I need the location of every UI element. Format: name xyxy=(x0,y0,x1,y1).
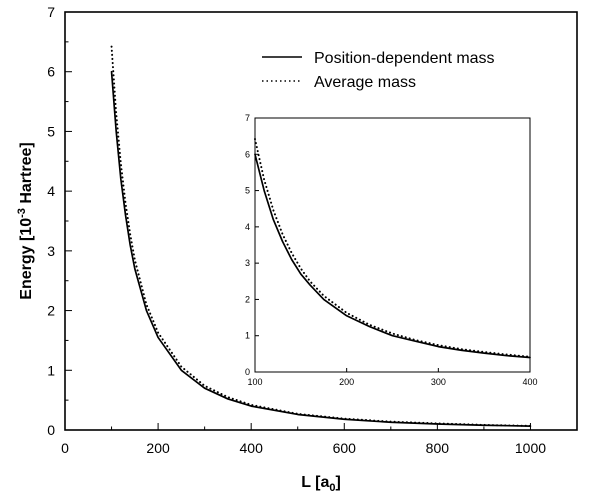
main-y-tick-label: 7 xyxy=(47,4,55,20)
inset-y-tick-label: 3 xyxy=(245,258,250,268)
inset-y-tick-label: 2 xyxy=(245,294,250,304)
main-x-tick-label: 1000 xyxy=(515,440,546,456)
legend-label-position-dependent: Position-dependent mass xyxy=(314,50,495,67)
y-axis-title: Energy [10-3 Hartree] xyxy=(16,142,35,299)
inset-y-tick-label: 1 xyxy=(245,331,250,341)
main-x-tick-label: 400 xyxy=(240,440,264,456)
inset-plot-frame xyxy=(254,117,531,373)
inset-plot: 100 200 300 400 0 1 2 3 4 5 6 7 xyxy=(245,113,538,387)
inset-y-tick-label: 0 xyxy=(245,367,250,377)
inset-series-line-average-mass xyxy=(254,138,531,358)
inset-series-line-position-dependent-mass xyxy=(254,153,531,359)
x-axis-title: L [a0] xyxy=(301,474,341,494)
main-y-tick-label: 3 xyxy=(47,243,55,259)
inset-x-tick-label: 200 xyxy=(339,377,354,387)
inset-y-tick-label: 6 xyxy=(245,149,250,159)
main-y-tick-label: 2 xyxy=(47,303,55,319)
main-y-tick-label: 4 xyxy=(47,183,55,199)
inset-series xyxy=(254,138,531,359)
legend-label-average: Average mass xyxy=(314,74,416,91)
main-series-line-average-mass xyxy=(110,45,532,427)
inset-axis-ticks: 100 200 300 400 0 1 2 3 4 5 6 7 xyxy=(245,113,538,387)
inset-x-tick-label: 100 xyxy=(247,377,262,387)
inset-x-tick-label: 300 xyxy=(431,377,446,387)
main-y-tick-label: 1 xyxy=(47,362,55,378)
main-y-tick-label: 6 xyxy=(47,64,55,80)
main-y-tick-label: 5 xyxy=(47,123,55,139)
main-x-tick-label: 0 xyxy=(61,440,69,456)
main-x-tick-label: 600 xyxy=(333,440,357,456)
main-y-tick-label: 0 xyxy=(47,422,55,438)
inset-y-tick-label: 4 xyxy=(245,222,250,232)
inset-x-tick-label: 400 xyxy=(522,377,537,387)
inset-y-tick-label: 5 xyxy=(245,186,250,196)
legend: Position-dependent mass Average mass xyxy=(262,50,495,91)
inset-y-tick-label: 7 xyxy=(245,113,250,123)
main-series xyxy=(110,45,532,427)
main-x-tick-label: 200 xyxy=(146,440,170,456)
main-x-tick-label: 800 xyxy=(426,440,450,456)
